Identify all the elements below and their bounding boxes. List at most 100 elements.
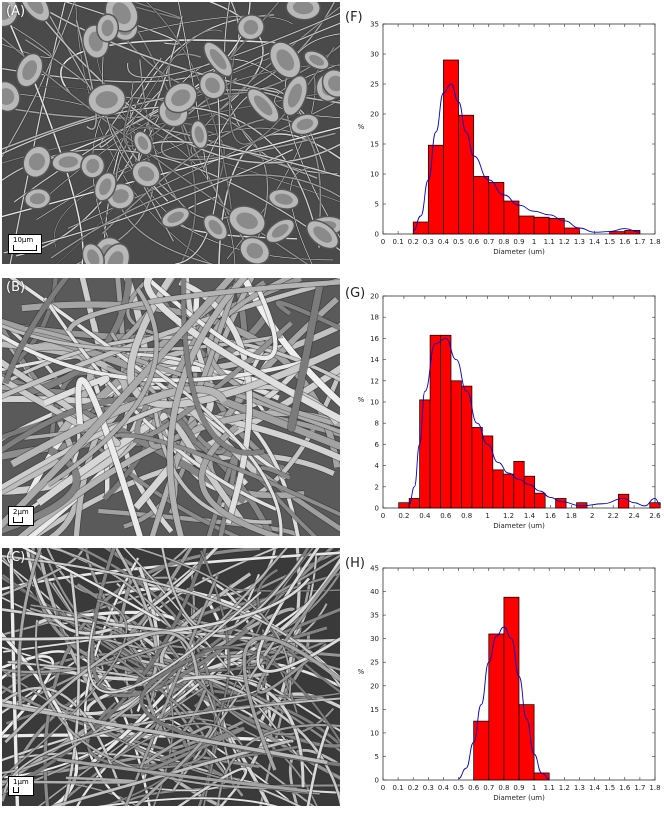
y-tick-label: 30 — [370, 51, 379, 59]
x-tick-label: 0.1 — [393, 784, 404, 792]
histogram-f: 0 0.1 0.2 0.3 0.4 0.5 0.6 0.7 0.8 0.9 1 1.1 1.2 1.3 1.… — [358, 21, 661, 257]
x-tick-label: 0.9 — [513, 784, 524, 792]
y-tick-label: 5 — [375, 201, 379, 209]
x-tick-label: 0.4 — [438, 238, 450, 246]
y-tick-label: 20 — [370, 682, 379, 690]
histogram-bar — [533, 216, 550, 235]
y-tick-label: 10 — [370, 729, 379, 737]
histogram-bar — [533, 772, 550, 781]
y-tick-label: 5 — [375, 753, 379, 761]
x-axis-label: Diameter (um) — [493, 522, 545, 530]
fit-curve — [458, 626, 550, 780]
x-tick-label: 2.4 — [629, 512, 641, 520]
y-tick-label: 35 — [370, 612, 379, 620]
x-tick-label: 0.5 — [453, 238, 464, 246]
histogram-bar — [503, 200, 520, 235]
x-tick-label: 0.3 — [423, 238, 434, 246]
x-tick-label: 0.8 — [498, 784, 509, 792]
scale-bar-label: 2μm — [13, 508, 29, 516]
scale-bar-label: 10μm — [13, 236, 34, 244]
histogram-bar — [513, 461, 525, 509]
y-tick-label: 16 — [370, 335, 379, 343]
x-tick-label: 0 — [381, 512, 385, 520]
histogram-bar — [618, 493, 630, 509]
x-tick-label: 2.6 — [649, 512, 661, 520]
x-tick-label: 0.4 — [438, 784, 450, 792]
x-tick-label: 0.3 — [423, 784, 434, 792]
histogram-bar — [482, 435, 494, 509]
histogram-bar — [427, 144, 444, 235]
x-tick-label: 1.1 — [544, 238, 555, 246]
x-tick-label: 1.8 — [649, 238, 660, 246]
y-tick-label: 30 — [370, 635, 379, 643]
x-tick-label: 0.2 — [398, 512, 409, 520]
y-tick-label: 8 — [375, 420, 379, 428]
x-tick-label: 0.7 — [483, 784, 494, 792]
bead-cluster — [2, 2, 340, 264]
histogram-bar — [440, 334, 452, 509]
x-tick-label: 1.3 — [574, 238, 585, 246]
panel-label-b: (B) — [6, 280, 26, 295]
histogram-bar — [492, 469, 504, 509]
y-tick-label: 0 — [375, 777, 379, 785]
x-tick-label: 2.2 — [608, 512, 619, 520]
histogram-bar — [461, 385, 473, 509]
x-tick-label: 1.4 — [589, 784, 601, 792]
x-tick-label: 1.6 — [619, 238, 631, 246]
sem-image-c: (C) 1μm — [2, 548, 340, 806]
x-tick-label: 0 — [381, 784, 385, 792]
histogram-h: 0 0.1 0.2 0.3 0.4 0.5 0.6 0.7 0.8 0.9 1 1.1 1.2 1.3 1.… — [358, 565, 661, 803]
x-tick-label: 1.6 — [545, 512, 557, 520]
x-tick-label: 1.3 — [574, 784, 585, 792]
x-tick-label: 2 — [590, 512, 594, 520]
sem-image-b: (B) 2μm — [2, 278, 340, 536]
panel-label-f: (F) — [345, 10, 363, 25]
histogram-bar — [450, 380, 462, 509]
histogram-bar — [473, 176, 490, 235]
panel-label-c: (C) — [6, 550, 26, 565]
x-tick-label: 1 — [532, 784, 536, 792]
y-tick-label: 20 — [370, 111, 379, 119]
histogram-bar — [443, 59, 459, 235]
scale-bar-label: 1μm — [13, 778, 29, 786]
y-axis-label: % — [358, 396, 365, 404]
y-tick-label: 25 — [370, 81, 379, 89]
panel-label-g: (G) — [345, 286, 366, 301]
y-tick-label: 12 — [370, 377, 379, 385]
histogram-bar — [471, 427, 483, 509]
x-tick-label: 1.1 — [544, 784, 555, 792]
x-axis-label: Diameter (um) — [493, 248, 545, 256]
y-tick-label: 18 — [370, 314, 379, 322]
scale-bar-c: 1μm — [8, 776, 34, 796]
histogram-bar — [488, 182, 505, 235]
scale-bar-b: 2μm — [8, 506, 34, 526]
histogram-bar — [548, 218, 565, 235]
x-tick-label: 0.8 — [461, 512, 472, 520]
x-tick-label: 1.2 — [559, 238, 570, 246]
x-tick-label: 1.4 — [589, 238, 601, 246]
y-tick-label: 0 — [375, 505, 379, 513]
y-tick-label: 6 — [375, 441, 380, 449]
y-tick-label: 15 — [370, 141, 379, 149]
x-tick-label: 1.6 — [619, 784, 631, 792]
x-tick-label: 1.7 — [634, 238, 645, 246]
histogram-bar — [503, 596, 520, 781]
y-tick-label: 4 — [375, 462, 380, 470]
x-tick-label: 1 — [485, 512, 489, 520]
sem-image-a: (A) 10μm — [2, 2, 340, 264]
scale-bar-a: 10μm — [8, 234, 42, 254]
histogram-bar — [609, 231, 626, 235]
x-tick-label: 0.6 — [468, 238, 480, 246]
histogram-bar — [518, 704, 535, 781]
histogram-bar — [523, 475, 536, 509]
histogram-bar — [458, 114, 475, 235]
histogram-bar — [429, 334, 441, 509]
panel-label-a: (A) — [6, 4, 26, 19]
fit-curve — [408, 337, 661, 507]
histogram-bar — [398, 502, 410, 509]
x-tick-label: 0.5 — [453, 784, 464, 792]
y-axis-label: % — [358, 668, 365, 676]
fiber-network — [2, 548, 340, 806]
y-tick-label: 45 — [370, 565, 379, 573]
x-tick-label: 0.6 — [440, 512, 452, 520]
